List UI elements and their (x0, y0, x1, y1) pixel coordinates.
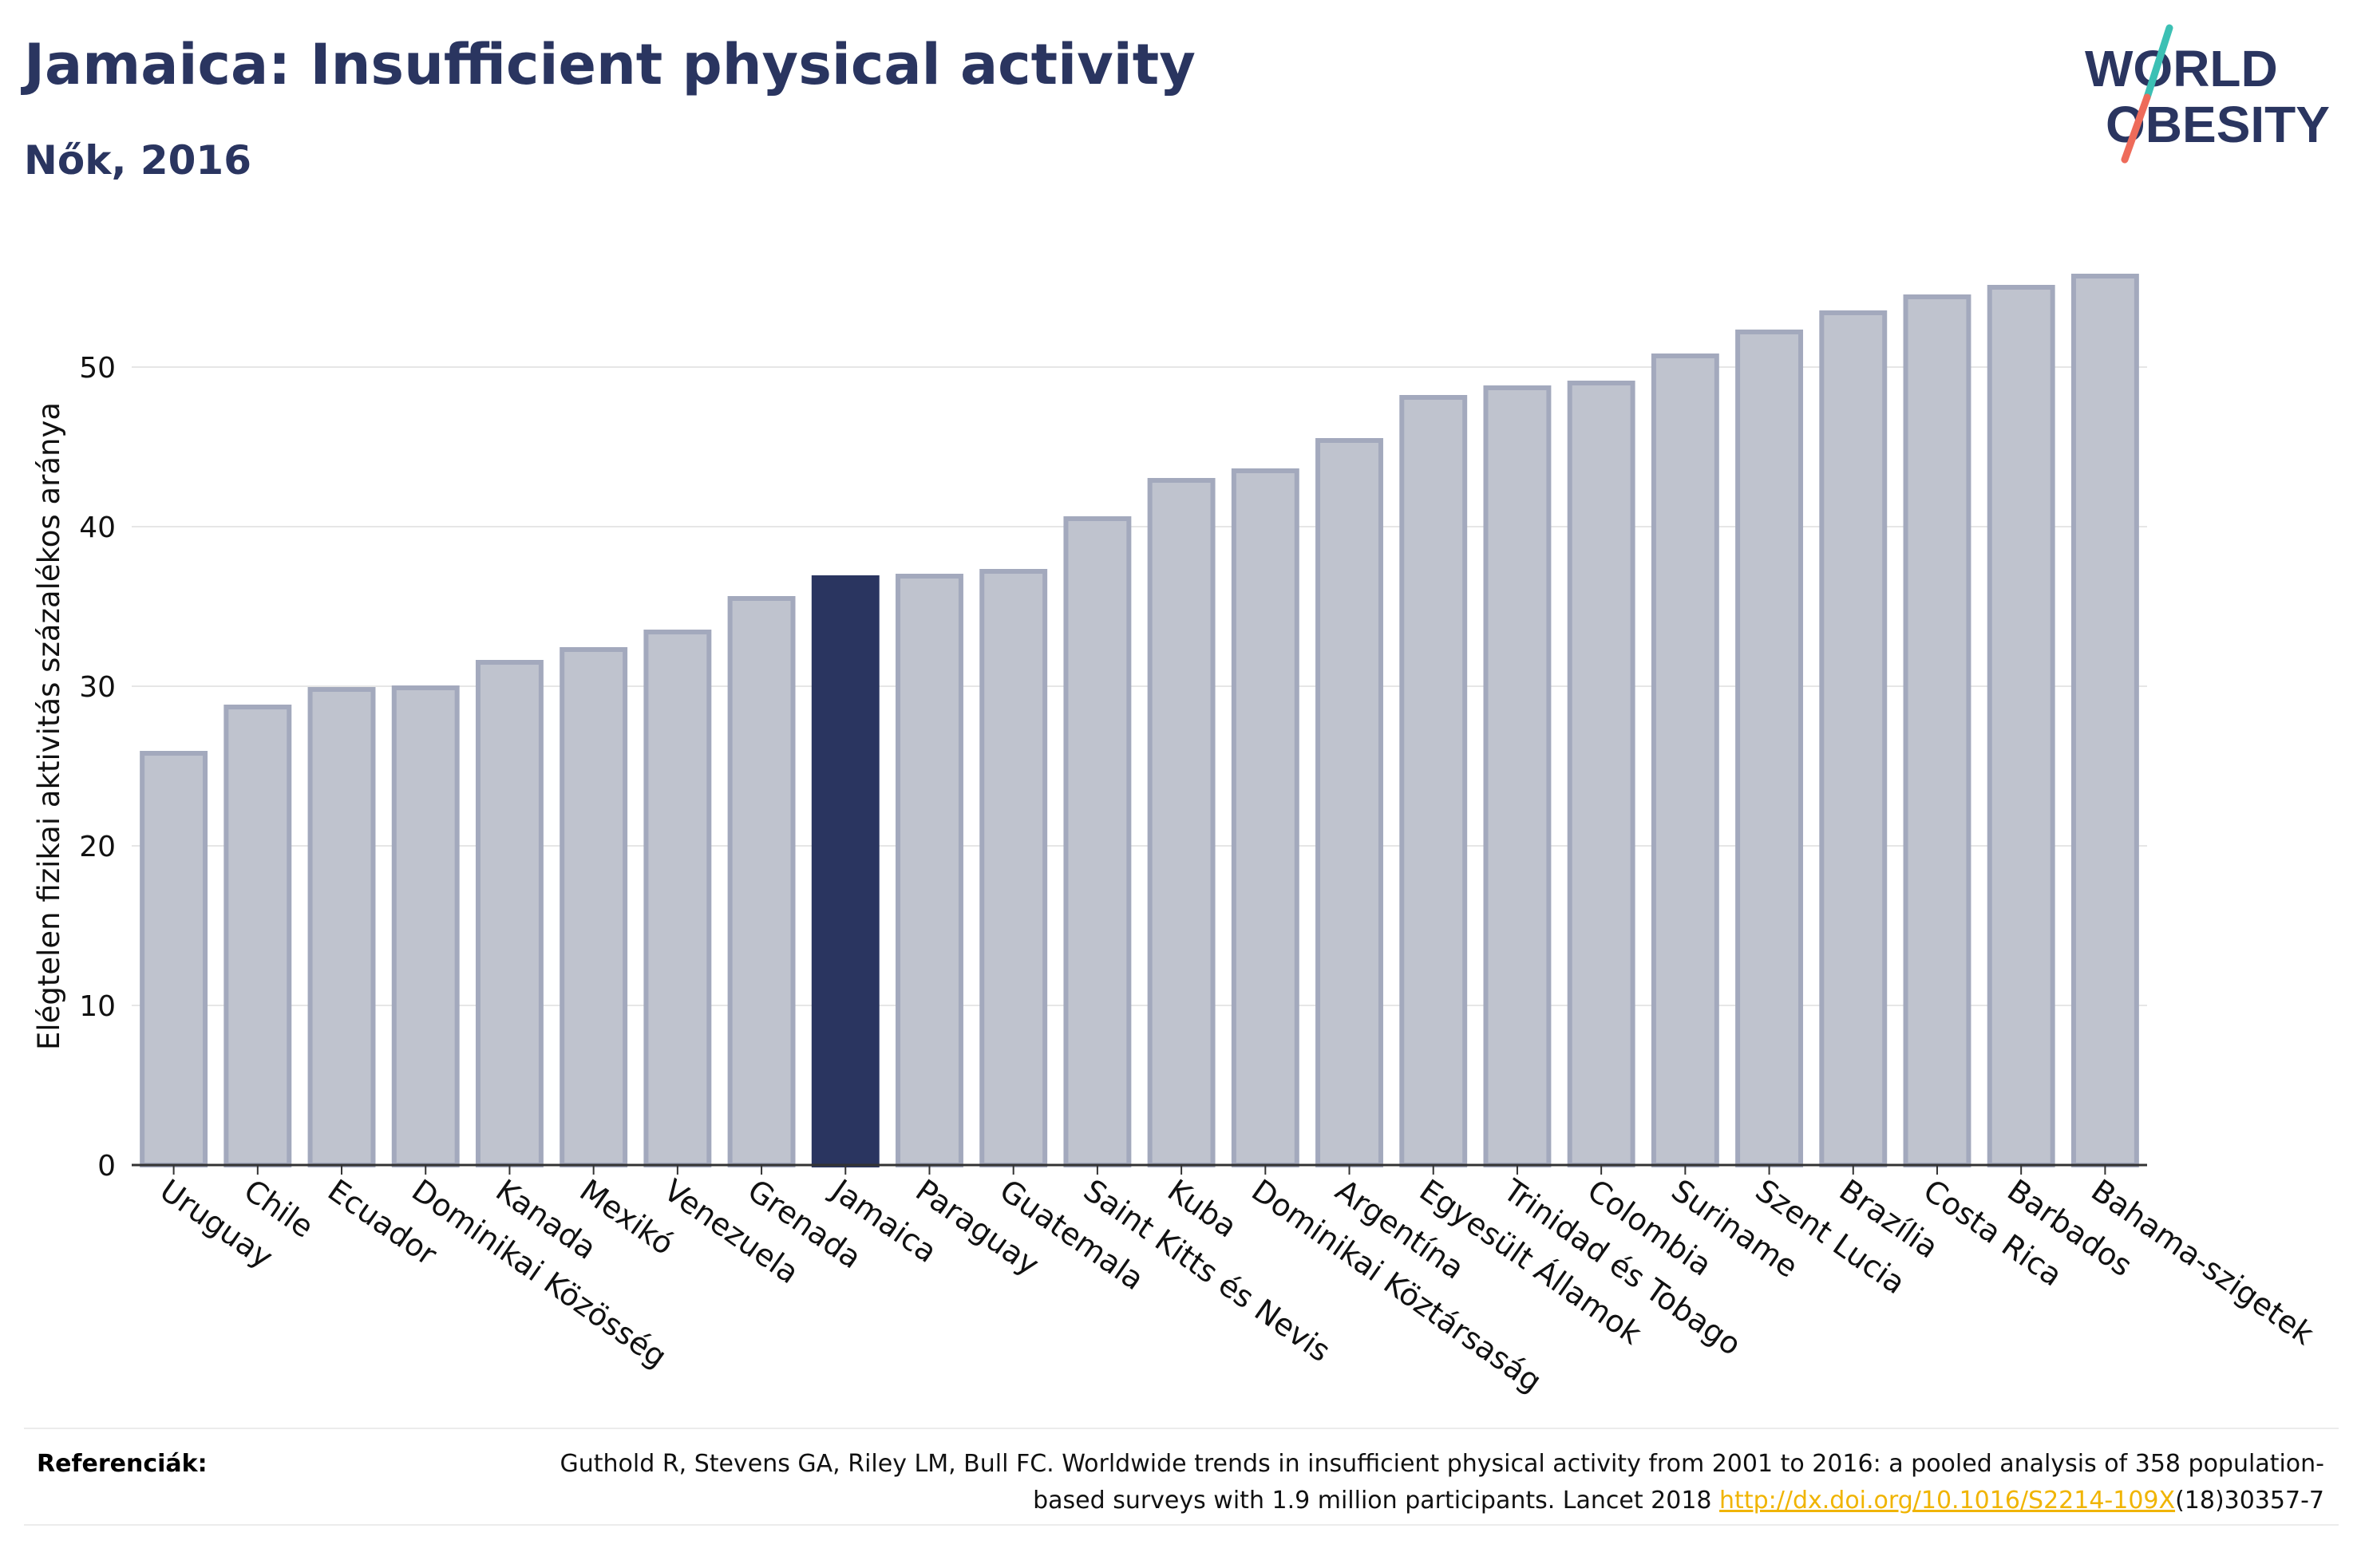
y-tick-label: 50 (79, 352, 116, 385)
chart-title: Jamaica: Insufficient physical activity (24, 32, 1196, 97)
bar-dominikai-köztársaság[interactable] (1231, 468, 1299, 1167)
bar-kuba[interactable] (1147, 478, 1216, 1167)
y-tick-label: 40 (79, 511, 116, 544)
world-obesity-logo: WORLD OBESITY (2085, 24, 2330, 164)
bar-brazília[interactable] (1819, 310, 1888, 1167)
y-tick-label: 20 (79, 831, 116, 863)
y-axis-label: Elégtelen fizikai aktivitás százalékos a… (32, 402, 66, 1050)
bar-venezuela[interactable] (643, 630, 712, 1167)
references-divider-bottom (24, 1524, 2339, 1526)
references-citation-end: (18)30357-7 (2175, 1487, 2324, 1515)
y-tick-label: 30 (79, 671, 116, 704)
bar-saint-kitts-és-nevis[interactable] (1063, 516, 1132, 1167)
y-tick-label: 0 (97, 1150, 116, 1183)
bar-paraguay[interactable] (896, 574, 963, 1167)
bar-costa-rica[interactable] (1903, 294, 1971, 1167)
bar-argentína[interactable] (1315, 438, 1383, 1167)
bar-guatemala[interactable] (979, 569, 1048, 1167)
logo-slash-bottom (2121, 93, 2151, 164)
references-doi-link[interactable]: http://dx.doi.org/10.1016/S2214-109X (1719, 1487, 2176, 1515)
bar-egyesült-államok[interactable] (1399, 395, 1468, 1167)
bar-grenada[interactable] (727, 596, 796, 1167)
bar-ecuador[interactable] (307, 687, 376, 1167)
y-tick-label: 10 (79, 990, 116, 1023)
references-citation: Guthold R, Stevens GA, Riley LM, Bull FC… (560, 1450, 2324, 1515)
bar-mexikó[interactable] (560, 647, 628, 1167)
references-text: Guthold R, Stevens GA, Riley LM, Bull FC… (488, 1446, 2324, 1519)
bar-jamaica[interactable] (811, 575, 880, 1167)
bar-dominikai-közösség[interactable] (391, 685, 460, 1167)
logo-slash-top (2143, 24, 2173, 101)
logo-line-1: WORLD (2085, 40, 2278, 97)
bar-trinidad-és-tobago[interactable] (1483, 385, 1552, 1167)
bars (140, 274, 2139, 1167)
bar-bahama-szigetek[interactable] (2070, 274, 2139, 1167)
gridlines (132, 366, 2147, 1006)
references-divider-top (24, 1428, 2339, 1429)
references-label: Referenciák: (37, 1450, 208, 1478)
bar-uruguay[interactable] (140, 751, 208, 1167)
bar-colombia[interactable] (1567, 381, 1635, 1167)
bar-kanada[interactable] (475, 660, 544, 1167)
bar-szent-lucia[interactable] (1735, 330, 1804, 1167)
bar-chile[interactable] (223, 705, 292, 1167)
bar-suriname[interactable] (1651, 353, 1719, 1167)
chart-subtitle: Nők, 2016 (24, 137, 252, 184)
bar-barbados[interactable] (1987, 285, 2055, 1167)
